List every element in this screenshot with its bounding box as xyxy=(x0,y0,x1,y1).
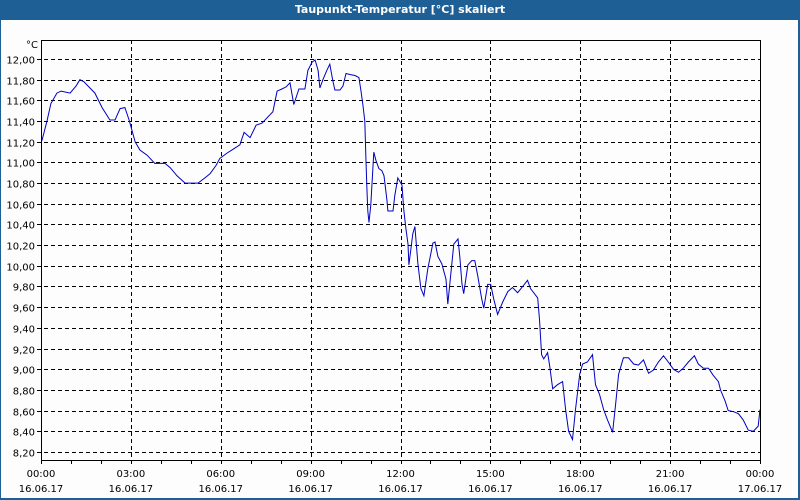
x-tick-time: 00:00 xyxy=(27,469,56,480)
grid-lines xyxy=(37,40,760,460)
x-tick-date: 16.06.17 xyxy=(109,484,154,495)
x-tick-time: 21:00 xyxy=(656,469,685,480)
y-tick-label: 10,00 xyxy=(6,263,35,274)
y-tick-label: 11,20 xyxy=(6,139,35,150)
y-tick-label: 8,80 xyxy=(13,387,35,398)
x-tick-date: 16.06.17 xyxy=(288,484,333,495)
plot-frame xyxy=(41,40,761,461)
line-chart: 12,00 11,80 11,60 11,40 11,20 11,00 10,80 10,60… xyxy=(6,40,783,495)
chart-canvas: 12,00 11,80 11,60 11,40 11,20 11,00 10,80 10,60… xyxy=(1,20,798,498)
x-tick-date: 17.06.17 xyxy=(738,484,783,495)
x-tick-time: 18:00 xyxy=(566,469,595,480)
x-axis: 00:00 16.06.17 03:00 16.06.17 06:00 16.06.17 0… xyxy=(19,460,783,495)
y-axis: 12,00 11,80 11,60 11,40 11,20 11,00 10,80 10,60… xyxy=(6,56,35,460)
dewpoint-series-line xyxy=(41,59,761,442)
y-tick-label: 11,40 xyxy=(6,118,35,129)
x-tick-time: 00:00 xyxy=(746,469,775,480)
x-tick-date: 16.06.17 xyxy=(648,484,693,495)
x-tick-time: 12:00 xyxy=(386,469,415,480)
x-tick-date: 16.06.17 xyxy=(558,484,603,495)
y-tick-label: 9,20 xyxy=(13,346,35,357)
y-tick-label: 9,60 xyxy=(13,304,35,315)
y-tick-label: 8,20 xyxy=(13,449,35,460)
y-tick-label: 12,00 xyxy=(6,56,35,67)
x-tick-date: 16.06.17 xyxy=(19,484,64,495)
x-tick-time: 03:00 xyxy=(116,469,145,480)
y-tick-label: 8,60 xyxy=(13,408,35,419)
y-tick-label: 11,00 xyxy=(6,159,35,170)
y-tick-label: 10,60 xyxy=(6,201,35,212)
y-tick-label: 9,00 xyxy=(13,366,35,377)
y-tick-label: 10,40 xyxy=(6,221,35,232)
y-tick-label: 11,80 xyxy=(6,77,35,88)
x-tick-time: 15:00 xyxy=(476,469,505,480)
chart-title: Taupunkt-Temperatur [°C] skaliert xyxy=(294,3,506,16)
y-tick-label: 10,20 xyxy=(6,242,35,253)
y-tick-label: 11,60 xyxy=(6,97,35,108)
y-tick-label: 8,40 xyxy=(13,428,35,439)
x-tick-time: 09:00 xyxy=(296,469,325,480)
x-tick-date: 16.06.17 xyxy=(198,484,243,495)
y-unit-label: °C xyxy=(26,40,38,51)
y-tick-label: 10,80 xyxy=(6,180,35,191)
x-tick-date: 16.06.17 xyxy=(468,484,513,495)
y-tick-label: 9,40 xyxy=(13,325,35,336)
x-tick-time: 06:00 xyxy=(206,469,235,480)
y-tick-label: 9,80 xyxy=(13,283,35,294)
x-tick-date: 16.06.17 xyxy=(378,484,423,495)
